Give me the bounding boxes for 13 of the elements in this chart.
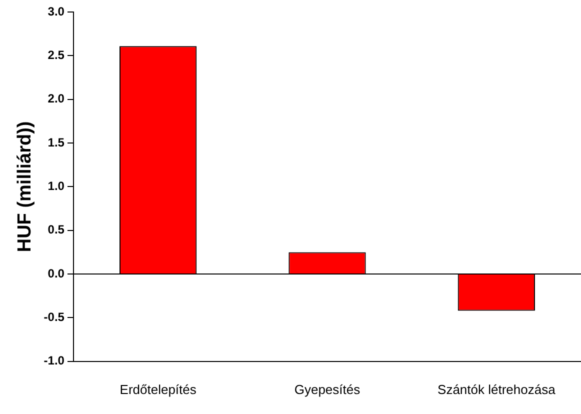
y-tick-label: 2.0 xyxy=(48,92,65,106)
y-tick-label: 1.0 xyxy=(48,179,65,194)
y-tick-label: -1.0 xyxy=(44,354,65,368)
y-tick-label: 1.5 xyxy=(48,135,65,150)
y-tick-label: 0.0 xyxy=(48,266,65,280)
x-tick-label: Erdőtelepítés xyxy=(120,382,197,397)
y-tick-label: 3.0 xyxy=(48,4,65,18)
y-tick-label: -0.5 xyxy=(44,310,65,324)
x-tick-label: Szántók létrehozása xyxy=(438,382,556,397)
x-tick-label: Gyepesítés xyxy=(294,382,361,397)
y-axis-title: HUF (milliárd)) xyxy=(14,121,36,252)
y-tick-label: 0.5 xyxy=(48,222,65,237)
y-tick-label: 2.5 xyxy=(48,48,65,62)
